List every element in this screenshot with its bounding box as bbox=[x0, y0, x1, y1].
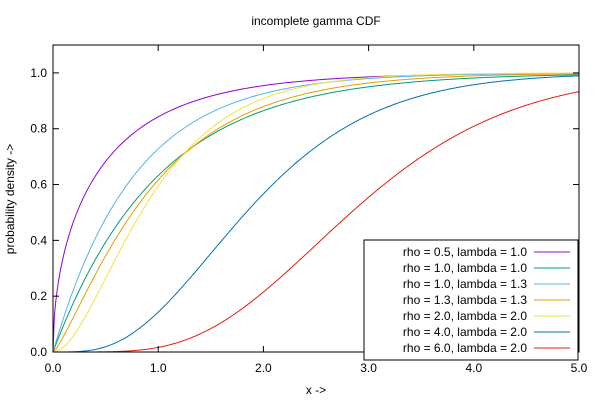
y-tick-label: 1.0 bbox=[30, 66, 47, 80]
y-tick-label: 0.2 bbox=[30, 289, 47, 303]
x-tick-label: 1.0 bbox=[150, 361, 167, 375]
y-tick-label: 0.0 bbox=[30, 345, 47, 359]
y-axis-label: probability density -> bbox=[3, 144, 17, 254]
x-tick-label: 0.0 bbox=[45, 361, 62, 375]
legend-label: rho = 6.0, lambda = 2.0 bbox=[403, 341, 527, 355]
legend-label: rho = 2.0, lambda = 2.0 bbox=[403, 309, 527, 323]
x-axis-label: x -> bbox=[306, 383, 326, 397]
series-line-6 bbox=[53, 75, 580, 353]
legend-label: rho = 4.0, lambda = 2.0 bbox=[403, 325, 527, 339]
x-tick-label: 3.0 bbox=[360, 361, 377, 375]
y-tick-label: 0.6 bbox=[30, 178, 47, 192]
series-line-7 bbox=[53, 91, 580, 353]
x-tick-label: 5.0 bbox=[571, 361, 588, 375]
chart-title: incomplete gamma CDF bbox=[251, 14, 380, 28]
legend-label: rho = 1.0, lambda = 1.3 bbox=[403, 277, 527, 291]
x-tick-label: 2.0 bbox=[255, 361, 272, 375]
x-tick-label: 4.0 bbox=[465, 361, 482, 375]
series-layer bbox=[52, 72, 580, 353]
series-line-5 bbox=[52, 72, 579, 353]
axis-layer: 0.0 1.0 2.0 3.0 4.0 5.0 0.0 0.2 0.4 0.6 0.8 1.0 bbox=[30, 44, 588, 375]
legend-label: rho = 1.3, lambda = 1.3 bbox=[403, 293, 527, 307]
y-tick-label: 0.8 bbox=[30, 122, 47, 136]
series-line-2 bbox=[52, 74, 580, 353]
plot-frame bbox=[52, 44, 580, 353]
y-tick-label: 0.4 bbox=[30, 233, 47, 247]
legend: rho = 0.5, lambda = 1.0 rho = 1.0, lambda… bbox=[363, 239, 579, 361]
legend-label: rho = 1.0, lambda = 1.0 bbox=[403, 261, 527, 275]
legend-label: rho = 0.5, lambda = 1.0 bbox=[403, 245, 527, 259]
series-line-4 bbox=[52, 73, 580, 353]
